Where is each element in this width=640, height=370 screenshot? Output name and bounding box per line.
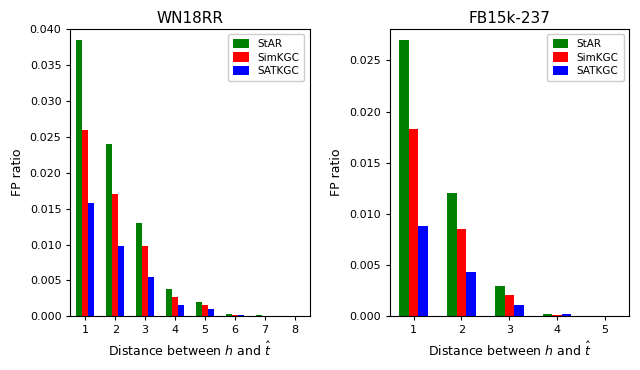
Bar (202, 306, 208, 316)
Title: FB15k-237: FB15k-237 (468, 11, 550, 26)
Bar (232, 315, 238, 316)
Bar (495, 286, 504, 316)
Bar (118, 246, 124, 316)
Bar (76, 40, 83, 316)
Bar (208, 309, 214, 316)
Bar (83, 130, 88, 316)
Bar (467, 272, 476, 316)
Y-axis label: FP ratio: FP ratio (11, 149, 24, 196)
X-axis label: Distance between $h$ and $\hat{t}$: Distance between $h$ and $\hat{t}$ (108, 341, 271, 359)
Bar (514, 305, 524, 316)
Bar (504, 295, 514, 316)
Bar (166, 289, 172, 316)
Bar (419, 226, 428, 316)
X-axis label: Distance between $h$ and $\hat{t}$: Distance between $h$ and $\hat{t}$ (428, 341, 591, 359)
Bar (399, 40, 409, 316)
Bar (457, 229, 467, 316)
Bar (256, 315, 262, 316)
Legend: StAR, SimKGC, SATKGC: StAR, SimKGC, SATKGC (228, 34, 305, 81)
Bar (238, 315, 244, 316)
Bar (142, 246, 148, 316)
Bar (148, 277, 154, 316)
Legend: StAR, SimKGC, SATKGC: StAR, SimKGC, SATKGC (547, 34, 624, 81)
Bar (226, 314, 232, 316)
Bar (178, 306, 184, 316)
Bar (172, 297, 178, 316)
Bar (196, 302, 202, 316)
Bar (409, 129, 419, 316)
Bar (112, 194, 118, 316)
Bar (552, 315, 562, 316)
Bar (562, 314, 572, 316)
Bar (136, 223, 142, 316)
Bar (106, 144, 112, 316)
Title: WN18RR: WN18RR (157, 11, 223, 26)
Y-axis label: FP ratio: FP ratio (330, 149, 344, 196)
Bar (447, 194, 457, 316)
Bar (88, 203, 94, 316)
Bar (543, 314, 552, 316)
